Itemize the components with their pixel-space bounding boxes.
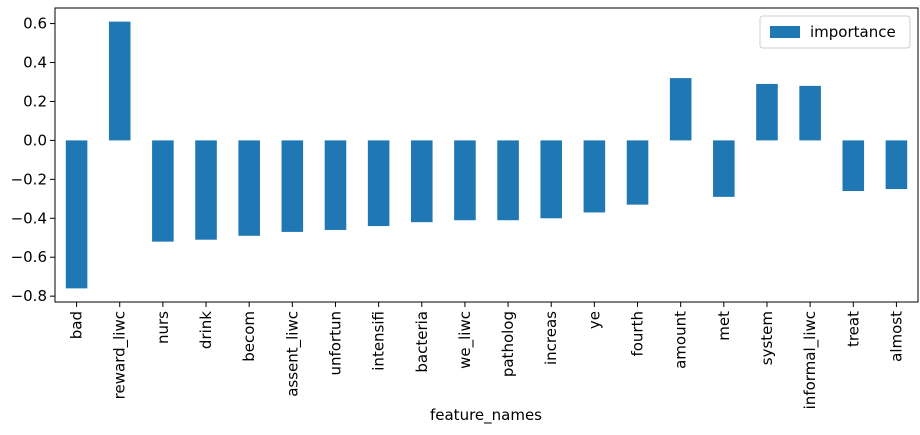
x-tick-label: reward_liwc: [111, 311, 130, 399]
x-tick-label: bad: [68, 311, 86, 339]
x-tick-label: drink: [197, 311, 215, 349]
x-axis-label: feature_names: [430, 406, 542, 425]
legend-box: [759, 15, 911, 49]
bar: [367, 140, 390, 227]
x-tick-label: nurs: [154, 311, 172, 344]
bar: [324, 140, 347, 230]
x-tick-label: becom: [240, 311, 258, 362]
x-tick-label: assent_liwc: [283, 311, 302, 397]
x-tick-label: treat: [844, 311, 862, 347]
bar: [497, 140, 519, 221]
y-tick-label: −0.8: [11, 287, 47, 305]
x-tick-label: patholog: [499, 311, 517, 377]
bar: [799, 85, 821, 141]
bar: [238, 140, 260, 236]
bar: [454, 140, 476, 221]
bar: [65, 140, 88, 289]
x-tick-label: informal_liwc: [801, 311, 820, 409]
plot-frame: [54, 7, 919, 303]
bar: [281, 140, 304, 232]
bar: [583, 140, 606, 213]
x-tick-label: we_liwc: [456, 311, 475, 369]
y-tick-label: −0.6: [11, 248, 47, 266]
bar: [885, 140, 908, 190]
bar: [152, 140, 174, 242]
x-tick-label: system: [758, 311, 776, 365]
x-tick-label: met: [715, 311, 733, 341]
y-tick-label: 0.0: [23, 131, 47, 149]
bar: [540, 140, 563, 219]
bar: [626, 140, 649, 205]
bar: [108, 21, 131, 141]
y-tick-label: 0.6: [23, 15, 47, 33]
y-tick-label: 0.4: [23, 54, 47, 72]
y-tick-label: −0.2: [11, 170, 47, 188]
x-tick-label: bacteria: [413, 311, 431, 373]
x-tick-label: increas: [542, 311, 560, 365]
x-tick-label: intensifi: [370, 311, 388, 371]
legend-label: importance: [810, 23, 896, 41]
x-tick-label: unfortun: [326, 311, 344, 376]
bar: [756, 83, 778, 141]
bar: [842, 140, 865, 192]
x-tick-label: almost: [887, 311, 905, 362]
y-tick-label: −0.4: [11, 209, 47, 227]
bar: [410, 140, 433, 223]
x-tick-label: fourth: [629, 311, 647, 357]
bar: [713, 140, 735, 197]
bar: [195, 140, 217, 240]
legend-swatch: [770, 26, 800, 38]
y-tick-label: 0.2: [23, 92, 47, 110]
bar: [669, 78, 692, 141]
x-tick-label: ye: [585, 311, 603, 329]
x-tick-label: amount: [672, 311, 690, 369]
